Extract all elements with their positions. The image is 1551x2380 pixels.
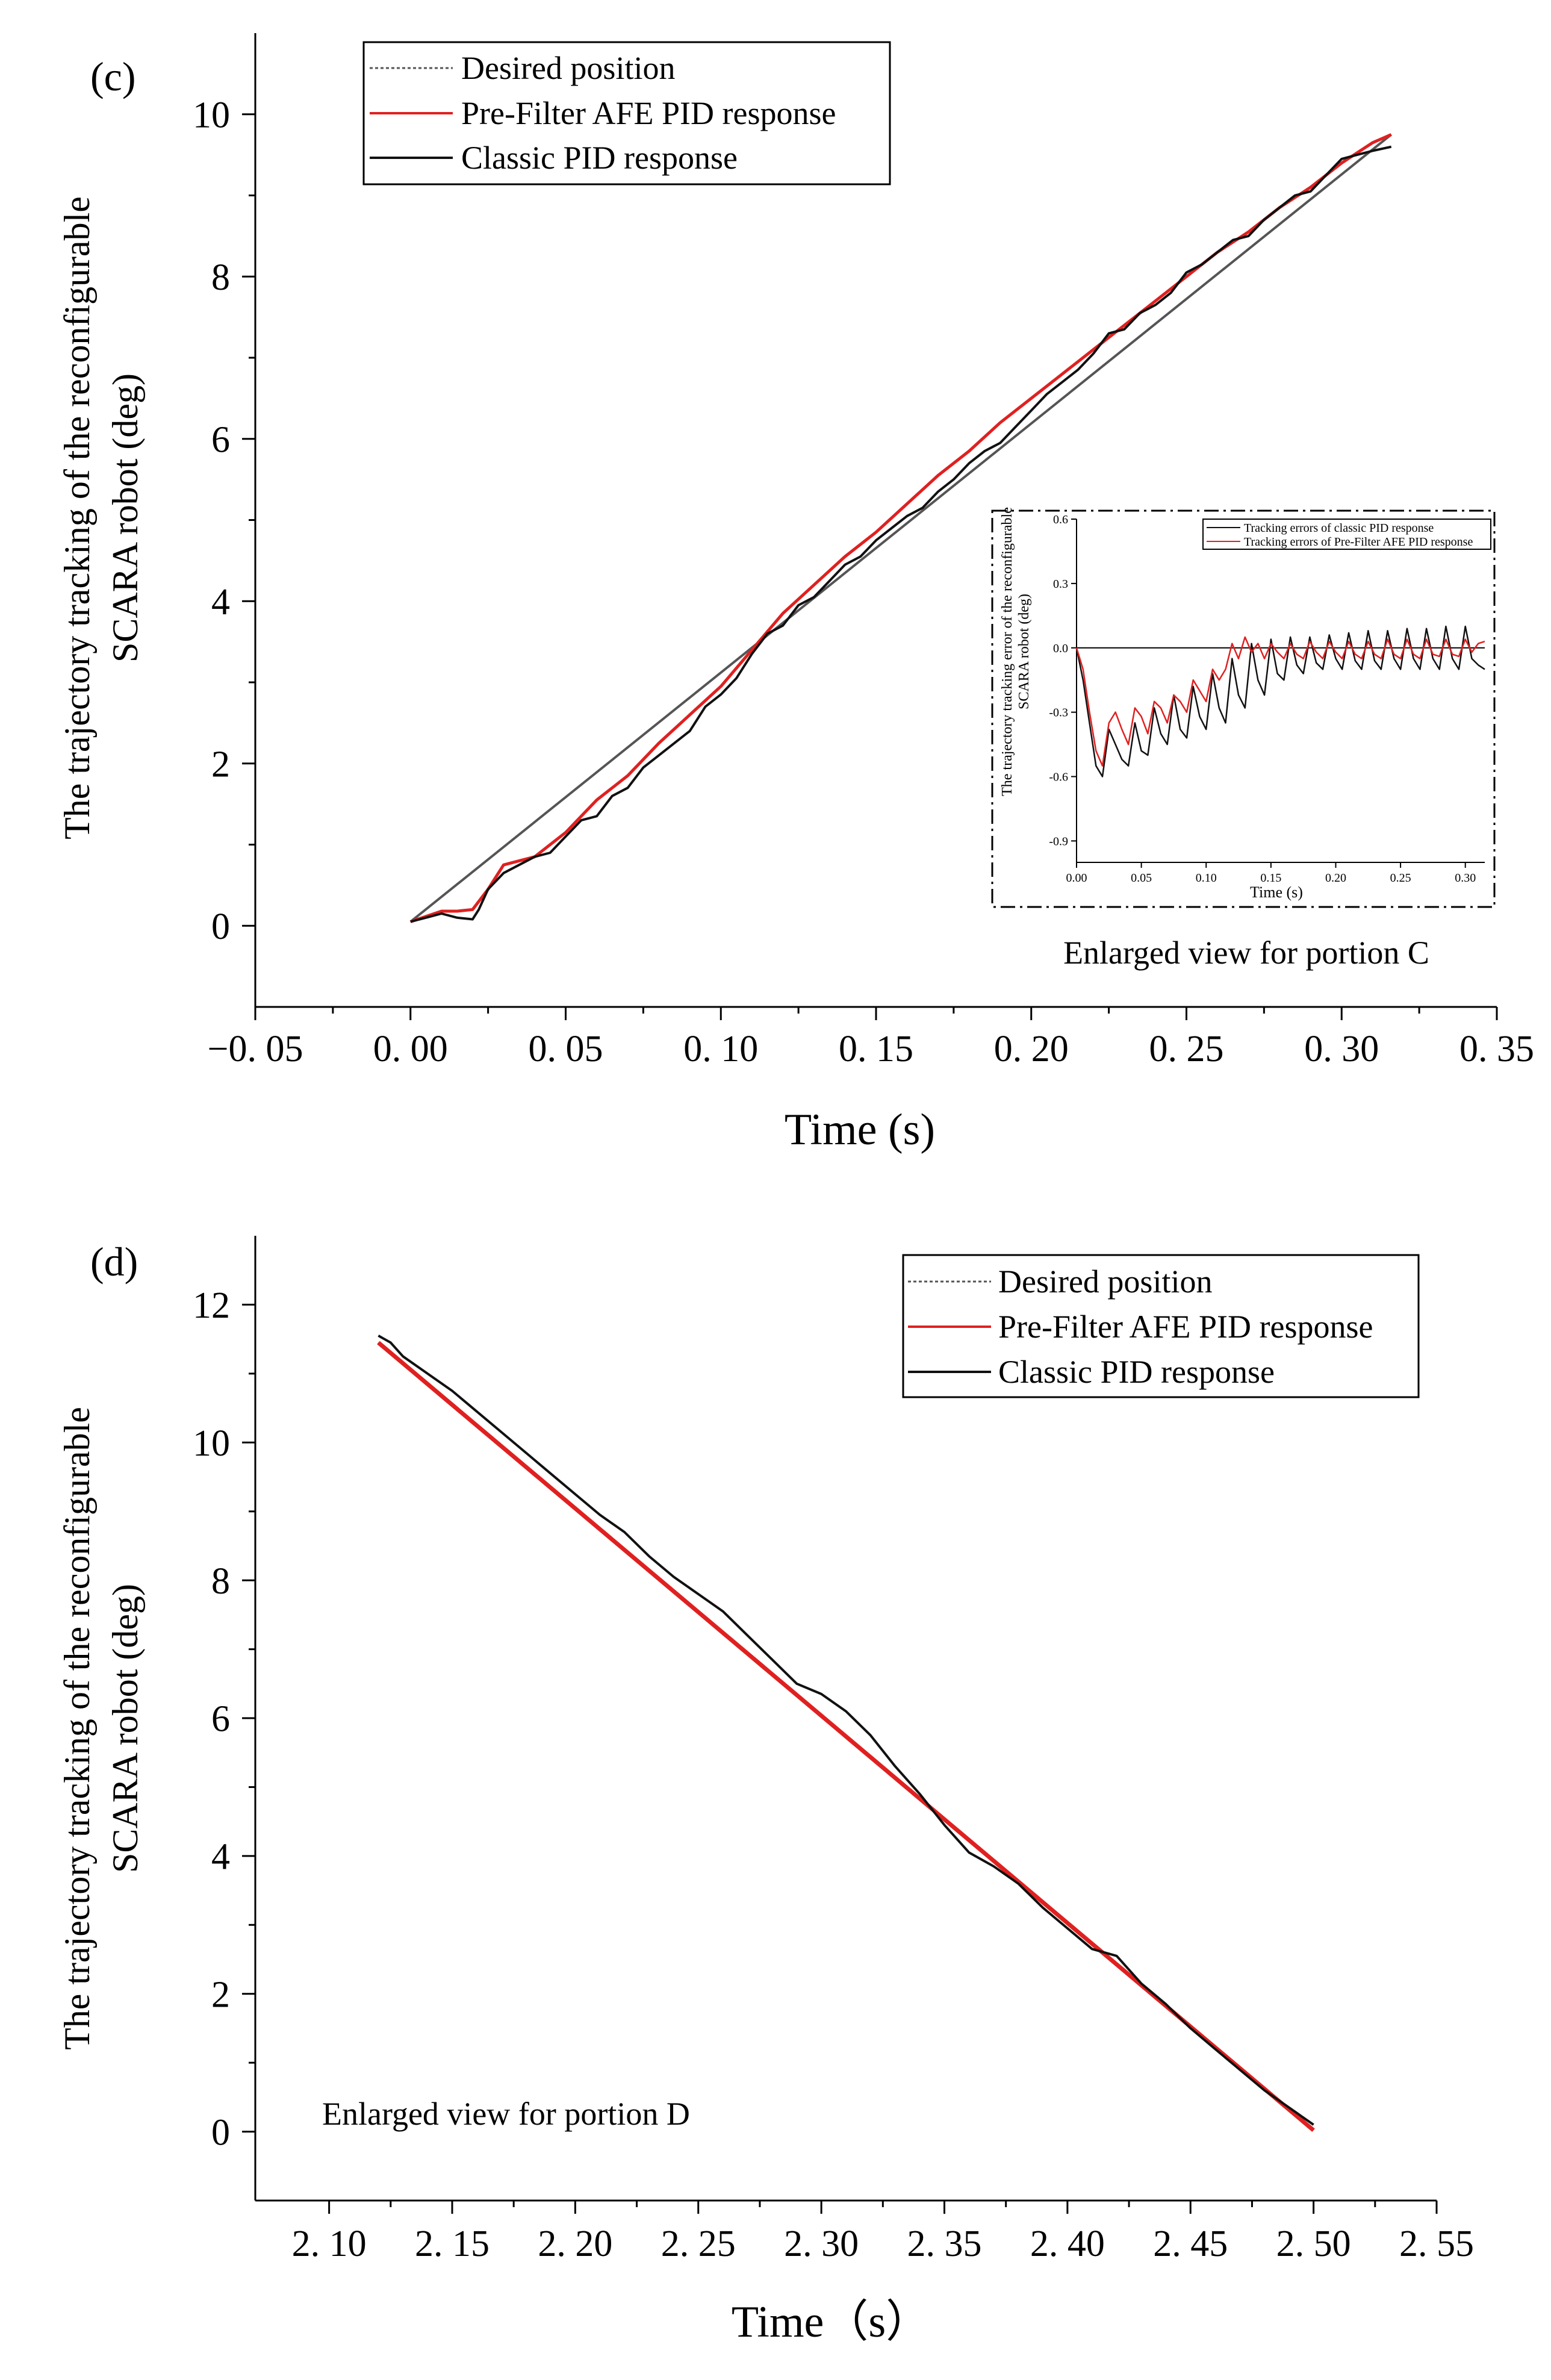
y-tick-label: -0.3 (1049, 706, 1068, 720)
y-tick-label: 10 (193, 1423, 230, 1464)
legend-desired-label: Desired position (461, 50, 675, 86)
inset-legend-classic-label: Tracking errors of classic PID response (1244, 522, 1434, 535)
x-tick-label: 0. 20 (994, 1029, 1069, 1070)
y-tick-label: 6 (211, 1699, 230, 1740)
panel-d-axes: 2. 10 2. 15 2. 20 2. 25 2. 30 2. 35 2. 40 2. 45… (193, 1236, 1474, 2264)
y-tick-label: 0 (211, 906, 230, 947)
y-tick-label: 8 (211, 1561, 230, 1602)
panel-d-label: (d) (90, 1239, 138, 1285)
series-classic-pid (410, 145, 1392, 923)
x-tick-label: 2. 20 (538, 2223, 612, 2264)
x-tick-label: 2. 30 (784, 2223, 859, 2264)
y-tick-label: -0.9 (1049, 835, 1068, 848)
x-tick-label: 2. 45 (1153, 2223, 1228, 2264)
x-tick-label: −0. 05 (208, 1029, 303, 1070)
y-tick-label: 0.6 (1053, 513, 1068, 526)
y-tick-label: 0.3 (1053, 578, 1068, 591)
panel-c-ylabel-line2: SCARA robot (deg) (105, 373, 145, 662)
y-tick-label: 2 (211, 744, 230, 785)
panel-d-legend: Desired position Pre-Filter AFE PID resp… (902, 1254, 1420, 1398)
x-tick-label: 2. 35 (907, 2223, 982, 2264)
x-tick-label: 0. 05 (529, 1029, 603, 1070)
inset-xlabel: Time (s) (1250, 883, 1303, 901)
series-d-prefilter-afe-pid (377, 1341, 1315, 2132)
legend-d-desired-label: Desired position (998, 1263, 1212, 1300)
x-tick-label: 0.00 (1066, 871, 1087, 885)
x-tick-label: 0. 30 (1304, 1029, 1379, 1070)
panel-c-label: (c) (90, 54, 135, 99)
x-tick-label: 0. 25 (1149, 1029, 1224, 1070)
x-tick-label: 0.20 (1325, 871, 1346, 885)
y-tick-label: 0.0 (1053, 642, 1068, 655)
y-tick-label: 12 (193, 1285, 230, 1326)
y-tick-label: 0 (211, 2112, 230, 2153)
inset-legend-prefilter-label: Tracking errors of Pre-Filter AFE PID re… (1244, 535, 1473, 549)
x-tick-label: 0.30 (1455, 871, 1476, 885)
inset-legend-box (1202, 519, 1491, 550)
x-tick-label: 2. 50 (1276, 2223, 1351, 2264)
panel-c-ylabel-line1: The trajectory tracking of the reconfigu… (57, 196, 97, 840)
x-tick-label: 2. 40 (1030, 2223, 1105, 2264)
y-tick-label: -0.6 (1049, 771, 1068, 784)
series-d-classic-pid (378, 1335, 1314, 2126)
inset-series-prefilter-error (1075, 636, 1485, 767)
panel-d-ylabel-line1: The trajectory tracking of the reconfigu… (57, 1407, 97, 2050)
y-tick-label: 4 (211, 582, 230, 623)
panel-d-series (377, 1335, 1315, 2132)
y-tick-label: 4 (211, 1837, 230, 1878)
legend-prefilter-label: Pre-Filter AFE PID response (461, 95, 836, 131)
x-tick-label: 0.15 (1260, 871, 1281, 885)
panel-d-annotation: Enlarged view for portion D (322, 2096, 690, 2132)
y-tick-label: 8 (211, 257, 230, 298)
x-tick-label: 2. 10 (292, 2223, 367, 2264)
x-tick-label: 2. 55 (1399, 2223, 1474, 2264)
inset-series-classic-error (1075, 625, 1485, 777)
inset-ylabel-line2: SCARA robot (deg) (1016, 594, 1032, 709)
panel-d-xlabel: Time（s） (732, 2297, 930, 2347)
x-tick-label: 2. 25 (661, 2223, 736, 2264)
x-tick-label: 0.10 (1196, 871, 1217, 885)
x-tick-label: 0.05 (1131, 871, 1152, 885)
legend-d-classic-label: Classic PID response (998, 1354, 1275, 1390)
panel-c-axes: −0. 05 0. 00 0. 05 0. 10 0. 15 0. 20 0. 25 0. 3… (193, 33, 1534, 1070)
inset-axes: 0.00 0.05 0.10 0.15 0.20 0.25 0.30 0.6 0.3 0.0 -0.… (1049, 513, 1485, 885)
x-tick-label: 0. 15 (839, 1029, 913, 1070)
x-tick-label: 0. 00 (373, 1029, 448, 1070)
y-tick-label: 2 (211, 1974, 230, 2015)
x-tick-label: 0. 10 (683, 1029, 758, 1070)
x-tick-label: 0. 35 (1459, 1029, 1534, 1070)
panel-c-legend: Desired position Pre-Filter AFE PID resp… (362, 41, 891, 185)
inset-series (1075, 625, 1485, 777)
x-tick-label: 0.25 (1390, 871, 1411, 885)
panel-c-inset: 0.00 0.05 0.10 0.15 0.20 0.25 0.30 0.6 0.3 0.0 -0.… (991, 507, 1496, 971)
panel-c-series (409, 133, 1392, 923)
inset-title: Enlarged view for portion C (1063, 935, 1429, 971)
x-tick-label: 2. 15 (415, 2223, 490, 2264)
panel-c-xlabel: Time (s) (785, 1105, 935, 1154)
y-tick-label: 6 (211, 419, 230, 460)
legend-classic-label: Classic PID response (461, 140, 738, 176)
panel-d: (d) The trajectory tracking of the recon… (57, 1236, 1474, 2347)
panel-c: (c) The trajectory tracking of the recon… (57, 33, 1534, 1154)
series-desired-position (409, 133, 1392, 923)
inset-ylabel-line1: The trajectory tracking error of the rec… (999, 507, 1015, 796)
y-tick-label: 10 (193, 95, 230, 136)
panel-d-ylabel-line2: SCARA robot (deg) (105, 1584, 145, 1873)
legend-d-prefilter-label: Pre-Filter AFE PID response (998, 1309, 1373, 1345)
